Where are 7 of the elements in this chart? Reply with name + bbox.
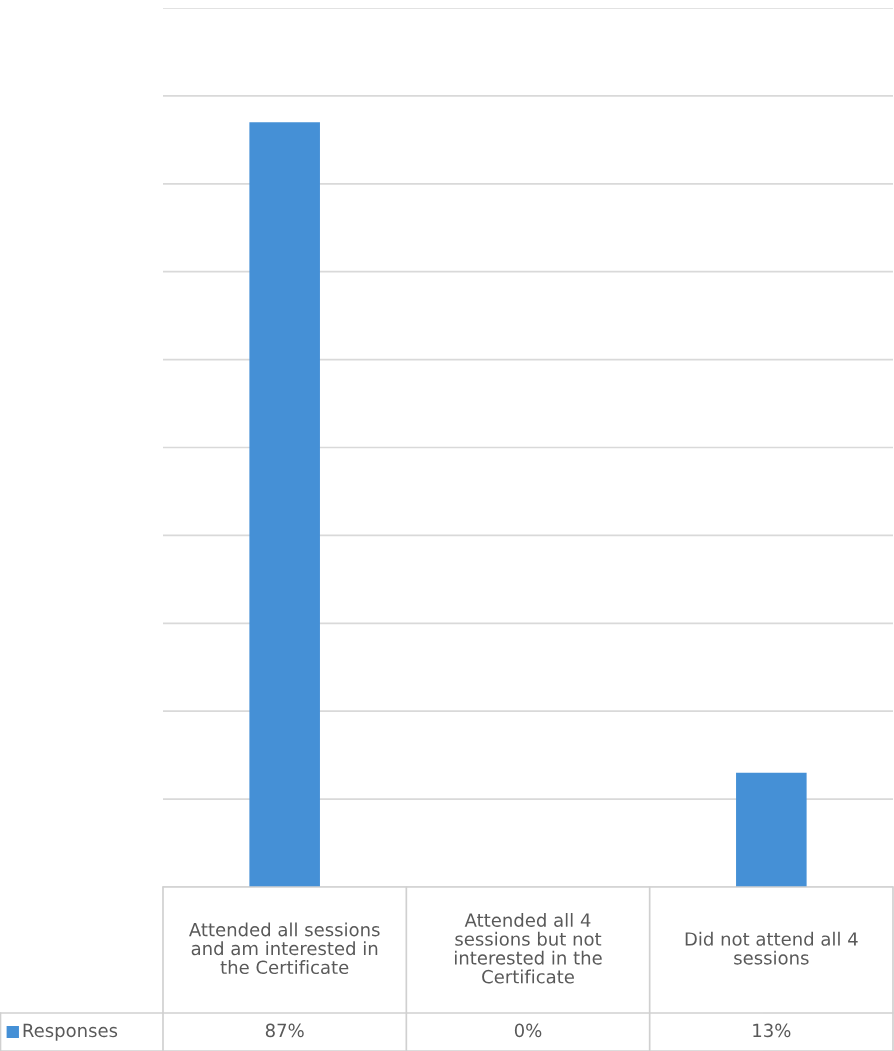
x-tick-label: Did not attend all 4 sessions — [685, 931, 858, 965]
data-label: 87% — [265, 1023, 304, 1038]
x-tick-label: Attended all sessions and am interested in the Certificate — [189, 922, 380, 975]
data-label: 0% — [514, 1023, 542, 1038]
data-label: 13% — [753, 1023, 791, 1038]
legend-label: Responses — [23, 1023, 118, 1041]
x-tick-label: Attended all 4 sessions but not interested in the Certificate — [455, 912, 602, 984]
